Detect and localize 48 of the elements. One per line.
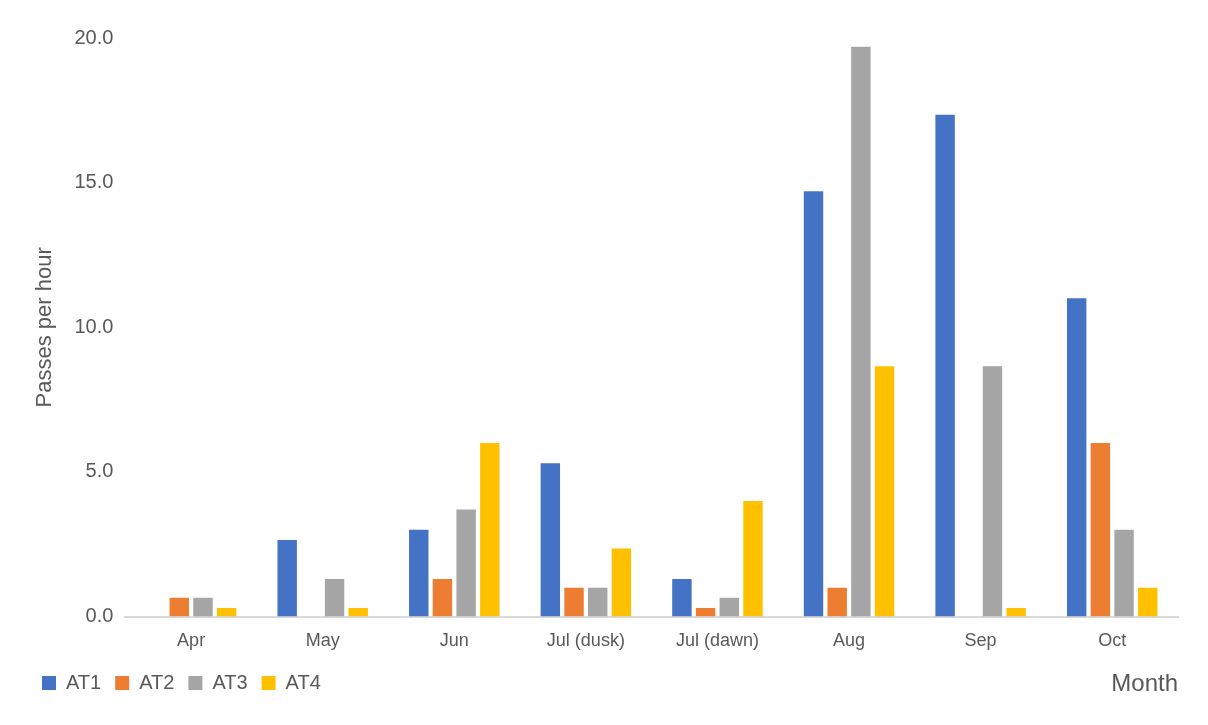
bar bbox=[672, 578, 692, 617]
legend-label: AT4 bbox=[285, 670, 321, 693]
x-axis-title: Month bbox=[1111, 669, 1178, 697]
x-tick-label: May bbox=[305, 630, 340, 651]
bar bbox=[432, 578, 453, 617]
bar bbox=[1090, 443, 1111, 617]
legend-label: AT2 bbox=[139, 670, 175, 693]
y-tick-label: 15.0 bbox=[74, 170, 114, 193]
bar bbox=[216, 607, 237, 617]
bar bbox=[1006, 607, 1026, 617]
bar bbox=[695, 607, 716, 617]
x-tick-label: Jul (dawn) bbox=[675, 630, 759, 651]
bar bbox=[456, 509, 476, 617]
bar bbox=[348, 607, 368, 617]
bar bbox=[1114, 529, 1134, 617]
y-tick-label: 0.0 bbox=[85, 604, 114, 627]
x-tick-label: Aug bbox=[833, 630, 866, 651]
bar bbox=[540, 463, 561, 617]
bar bbox=[874, 366, 895, 617]
bar bbox=[193, 597, 213, 617]
legend-label: AT1 bbox=[66, 670, 102, 693]
bar bbox=[277, 539, 297, 617]
bar bbox=[169, 597, 189, 617]
x-tick-label: Apr bbox=[177, 630, 206, 651]
x-tick-label: Jul (dusk) bbox=[546, 630, 625, 651]
y-tick-label: 20.0 bbox=[74, 25, 114, 48]
bar bbox=[803, 191, 824, 617]
y-tick-label: 5.0 bbox=[85, 459, 114, 482]
legend-label: AT3 bbox=[212, 670, 248, 693]
bar bbox=[324, 578, 345, 617]
bar bbox=[935, 114, 955, 617]
bar bbox=[719, 597, 740, 617]
bar bbox=[480, 443, 500, 617]
bar bbox=[982, 366, 1003, 617]
bar bbox=[851, 46, 871, 617]
y-axis-title: Passes per hour bbox=[31, 247, 57, 408]
bar bbox=[564, 587, 584, 617]
bar bbox=[1138, 587, 1158, 617]
bar bbox=[588, 587, 608, 617]
bar bbox=[743, 500, 763, 617]
x-tick-label: Oct bbox=[1098, 630, 1127, 651]
bar bbox=[827, 587, 847, 617]
y-tick-label: 10.0 bbox=[74, 314, 114, 337]
x-tick-label: Sep bbox=[964, 630, 997, 651]
bar bbox=[1066, 298, 1087, 617]
bar bbox=[409, 529, 429, 617]
x-tick-label: Jun bbox=[439, 630, 469, 651]
bar bbox=[611, 548, 632, 617]
